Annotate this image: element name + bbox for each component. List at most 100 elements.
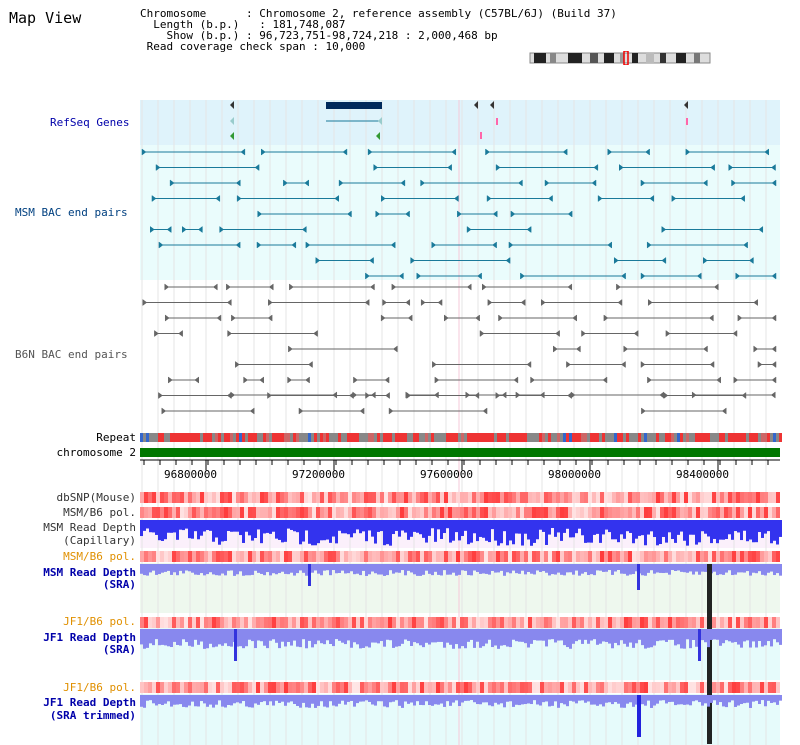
msm-sra-depth-bar — [605, 564, 608, 572]
jf1-pol-cell — [460, 617, 464, 628]
jf1-trimmed-depth-bar — [569, 695, 572, 701]
msm-capillary-depth-bar — [350, 520, 353, 538]
jf1-trimmed-depth-bar — [650, 695, 653, 708]
msm-pol-cell — [768, 551, 772, 562]
msm-sra-depth-bar — [653, 564, 656, 574]
jf1-pol-cell — [352, 617, 356, 628]
msm-capillary-depth-bar — [530, 520, 533, 546]
msm-b6-pol-label-2[interactable]: MSM/B6 pol. — [63, 550, 136, 563]
repeat-label[interactable]: Repeat — [96, 431, 136, 444]
msm-b6-pol-label[interactable]: MSM/B6 pol. — [63, 506, 136, 519]
jf1-b6-pol-label[interactable]: JF1/B6 pol. — [63, 615, 136, 628]
dbsnp-cell — [224, 492, 228, 503]
jf1-sra-depth-bar — [458, 629, 461, 649]
bac-end-marker-icon — [454, 195, 459, 202]
bac-end-marker-icon — [593, 164, 599, 171]
jf1-pol-cell — [720, 682, 724, 693]
jf1-sra-depth-bar — [773, 629, 776, 640]
jf1-trimmed-depth-bar — [194, 695, 197, 707]
bac-end-marker-icon — [382, 299, 387, 306]
msm-capillary-depth-bar — [152, 520, 155, 533]
msm-pol-cell — [264, 507, 268, 518]
msm-depth-sra-label[interactable]: MSM Read Depth — [43, 566, 136, 579]
jf1-trimmed-depth-bar — [377, 695, 380, 702]
msm-capillary-depth-bar — [590, 520, 593, 543]
msm-pol-cell — [692, 507, 696, 518]
jf1-b6-pol-label-2[interactable]: JF1/B6 pol. — [63, 681, 136, 694]
jf1-pol-cell — [696, 682, 700, 693]
msm-depth-capillary-label[interactable]: MSM Read Depth — [43, 521, 136, 534]
jf1-pol-cell — [344, 617, 348, 628]
repeat-segment — [410, 433, 413, 442]
dbsnp-cell — [232, 492, 236, 503]
msm-pol-cell — [144, 507, 148, 518]
jf1-pol-cell — [440, 682, 444, 693]
jf1-depth-trimmed-label[interactable]: JF1 Read Depth — [43, 696, 136, 709]
bac-end-marker-icon — [607, 241, 612, 249]
repeat-segment — [773, 433, 776, 442]
msm-capillary-depth-bar — [371, 520, 374, 537]
jf1-pol-cell — [440, 617, 444, 628]
assembly-info: Chromosome : Chromosome 2, reference ass… — [140, 7, 617, 53]
msm-pol-cell — [264, 551, 268, 562]
refseq-genes-label[interactable]: RefSeq Genes — [50, 116, 130, 129]
bac-end-marker-icon — [665, 330, 671, 337]
bac-end-marker-icon — [466, 226, 472, 233]
msm-sra-depth-bar — [743, 564, 746, 573]
bac-end-marker-icon — [771, 164, 776, 171]
repeat-segment — [257, 433, 260, 442]
jf1-pol-cell — [608, 682, 612, 693]
dbsnp-cell — [592, 492, 596, 503]
msm-pol-cell — [432, 507, 436, 518]
jf1-sra-depth-bar — [434, 629, 437, 643]
msm-capillary-depth-bar — [248, 520, 251, 536]
jf1-depth-sra-label[interactable]: JF1 Read Depth — [43, 631, 136, 644]
jf1-sra-depth-bar — [728, 629, 731, 642]
msm-sra-depth-bar — [458, 564, 461, 575]
bac-end-marker-icon — [515, 391, 521, 399]
jf1-pol-cell — [656, 617, 660, 628]
msm-pol-cell — [236, 507, 240, 518]
msm-bac-label[interactable]: MSM BAC end pairs — [15, 206, 128, 219]
jf1-sra-depth-bar — [185, 629, 188, 643]
bac-end-marker-icon — [407, 314, 413, 322]
msm-sra-depth-bar — [554, 564, 557, 575]
jf1-pol-cell — [752, 617, 756, 628]
jf1-pol-cell — [584, 617, 588, 628]
jf1-sra-depth-bar — [779, 629, 782, 645]
jf1-trimmed-depth-bar — [341, 695, 344, 701]
bac-end-marker-icon — [249, 407, 255, 415]
dbsnp-label[interactable]: dbSNP(Mouse) — [56, 491, 136, 504]
repeat-segment — [452, 433, 455, 442]
msm-capillary-depth-bar — [170, 520, 173, 533]
jf1-sra-depth-bar — [476, 629, 479, 642]
repeat-segment — [362, 433, 365, 442]
msm-pol-cell — [684, 507, 688, 518]
msm-pol-cell — [632, 551, 636, 562]
repeat-segment — [356, 433, 359, 442]
jf1-pol-cell — [280, 617, 284, 628]
msm-capillary-depth-bar — [443, 520, 446, 534]
bac-end-marker-icon — [597, 195, 603, 202]
chromosome-ideogram[interactable] — [528, 51, 712, 65]
msm-capillary-depth-bar — [770, 520, 773, 544]
msm-sra-depth-bar — [140, 564, 143, 574]
msm-capillary-depth-bar — [338, 520, 341, 531]
jf1-pol-cell — [152, 617, 156, 628]
repeat-segment — [692, 433, 695, 442]
dbsnp-cell — [740, 492, 744, 503]
repeat-segment — [155, 433, 158, 442]
jf1-pol-cell — [748, 682, 752, 693]
repeat-segment — [185, 433, 188, 442]
b6n-bac-label[interactable]: B6N BAC end pairs — [15, 348, 128, 361]
jf1-pol-cell — [768, 617, 772, 628]
dbsnp-cell — [320, 492, 324, 503]
msm-capillary-depth-bar — [482, 520, 485, 538]
msm-pol-cell — [240, 507, 244, 518]
msm-pol-cell — [748, 551, 752, 562]
jf1-trimmed-depth-bar — [413, 695, 416, 706]
msm-sra-depth-bar — [698, 564, 701, 575]
msm-pol-cell — [324, 551, 328, 562]
bac-end-marker-icon — [370, 391, 376, 399]
